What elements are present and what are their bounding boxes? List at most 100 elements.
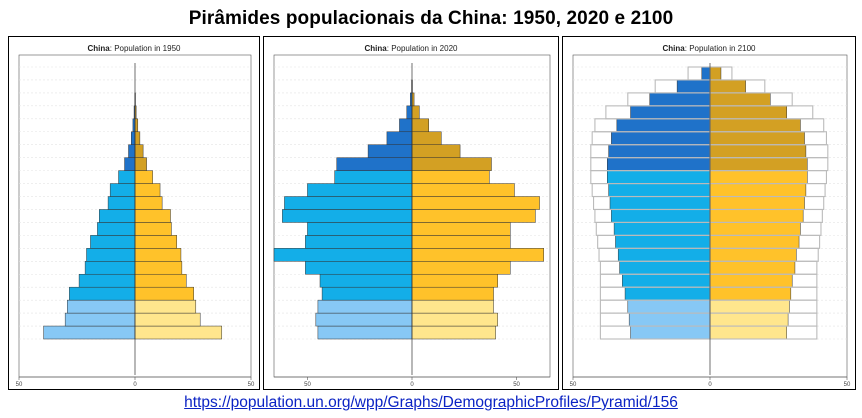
male-bar — [305, 261, 413, 275]
female-bar — [134, 144, 144, 158]
male-bar — [616, 118, 711, 133]
female-bar — [411, 196, 540, 210]
male-bar — [317, 325, 413, 340]
male-bar — [608, 183, 711, 197]
male-bar — [284, 196, 413, 210]
female-bar — [134, 196, 163, 210]
male-bar — [124, 157, 136, 171]
female-bar — [709, 66, 722, 81]
female-bar — [709, 144, 807, 158]
female-bar — [709, 196, 805, 210]
x-tick-label: 50 — [304, 382, 311, 388]
male-bar — [109, 183, 136, 197]
male-bar — [607, 170, 711, 184]
female-bar — [709, 79, 746, 94]
female-bar — [411, 209, 536, 223]
male-bar — [609, 196, 711, 210]
female-bar — [411, 299, 494, 314]
female-bar — [411, 273, 498, 288]
male-bar — [617, 248, 711, 262]
female-bar — [134, 286, 194, 301]
female-bar — [134, 248, 182, 262]
female-bar — [134, 131, 141, 145]
male-bar — [399, 118, 413, 133]
male-bar — [334, 170, 413, 184]
male-bar — [305, 235, 413, 249]
pyramid-panel-2100: China: Population in 2100 50 0 50 — [562, 36, 856, 390]
female-bar — [709, 222, 801, 236]
female-bar — [134, 209, 171, 223]
female-bar — [709, 261, 796, 275]
male-bar — [627, 299, 711, 314]
female-bar — [134, 222, 172, 236]
female-bar — [134, 312, 201, 327]
male-bar — [628, 312, 711, 327]
female-bar — [709, 170, 808, 184]
female-bar — [709, 105, 787, 120]
source-link[interactable]: https://population.un.org/wpp/Graphs/Dem… — [184, 394, 678, 411]
male-bar — [630, 105, 711, 120]
male-bar — [619, 261, 711, 275]
pyramid-chart-2100: 50 0 50 — [570, 54, 851, 388]
male-bar — [282, 209, 413, 223]
male-bar — [315, 312, 413, 327]
female-bar — [134, 299, 197, 314]
panel-title-text: : Population in 1950 — [109, 44, 181, 53]
female-bar — [709, 92, 771, 107]
pyramid-chart-2020: 50 0 50 — [273, 54, 551, 388]
female-bar — [134, 273, 187, 288]
male-bar — [611, 209, 711, 223]
female-bar — [134, 261, 183, 275]
female-bar — [709, 273, 793, 288]
panel-title-text: : Population in 2100 — [684, 44, 756, 53]
panel-title-country: China — [87, 44, 110, 53]
male-bar — [624, 286, 711, 301]
x-tick-label: 50 — [570, 382, 577, 388]
male-bar — [613, 222, 711, 236]
female-bar — [411, 286, 494, 301]
panel-title: China: Population in 1950 — [9, 44, 259, 53]
female-bar — [411, 144, 461, 158]
female-bar — [411, 183, 515, 197]
x-tick-label: 0 — [410, 382, 414, 388]
female-bar — [709, 312, 789, 327]
male-bar — [64, 312, 136, 327]
male-bar — [78, 273, 136, 288]
male-bar — [107, 196, 136, 210]
female-bar — [709, 209, 804, 223]
x-tick-label: 0 — [133, 382, 137, 388]
x-tick-label: 50 — [248, 382, 255, 388]
male-bar — [317, 299, 413, 314]
male-bar — [84, 261, 136, 275]
panel-title-text: : Population in 2020 — [386, 44, 458, 53]
female-bar — [411, 261, 511, 275]
female-bar — [134, 183, 161, 197]
female-bar — [134, 170, 153, 184]
male-bar — [607, 157, 711, 171]
male-bar — [406, 105, 413, 120]
male-bar — [622, 273, 711, 288]
female-bar — [411, 248, 544, 262]
female-bar — [709, 235, 800, 249]
x-tick-label: 50 — [513, 382, 520, 388]
male-bar — [649, 92, 711, 107]
male-bar — [701, 66, 711, 81]
female-bar — [411, 131, 442, 145]
male-bar — [611, 131, 711, 145]
female-bar — [134, 157, 147, 171]
male-bar — [128, 144, 136, 158]
female-bar — [709, 286, 792, 301]
male-bar — [307, 183, 413, 197]
panel-title-country: China — [662, 44, 685, 53]
female-bar — [709, 157, 808, 171]
female-bar — [134, 325, 223, 340]
pyramid-panel-2020: China: Population in 2020 50 0 50 — [263, 36, 559, 390]
male-bar — [321, 286, 413, 301]
male-bar — [131, 131, 136, 145]
male-bar — [608, 144, 711, 158]
female-bar — [411, 118, 429, 133]
female-bar — [411, 157, 492, 171]
male-bar — [319, 273, 413, 288]
female-bar — [411, 235, 511, 249]
female-bar — [411, 312, 498, 327]
